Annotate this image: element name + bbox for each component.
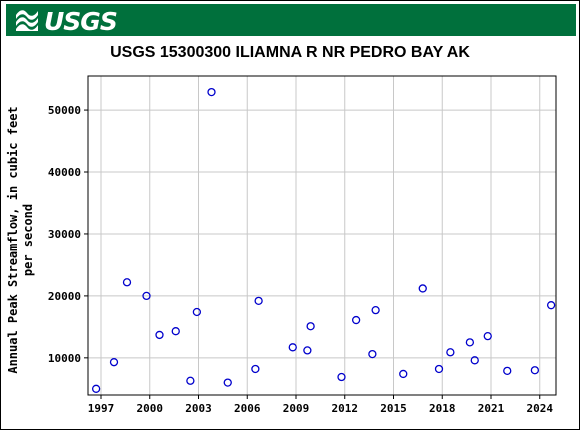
data-point	[483, 332, 492, 341]
data-point	[303, 346, 312, 355]
data-point	[91, 384, 101, 393]
x-tick-label: 2015	[380, 402, 407, 415]
y-axis-label-line1: Annual Peak Streamflow, in cubic feet	[6, 106, 20, 373]
x-tick-label: 2012	[332, 402, 359, 415]
usgs-banner: USGS	[6, 4, 576, 36]
data-point	[155, 330, 164, 340]
usgs-logo-text: USGS	[44, 6, 118, 36]
data-point	[465, 338, 475, 347]
x-tick-label: 2024	[527, 402, 554, 415]
data-point	[207, 87, 216, 97]
plot-area-border	[87, 75, 557, 396]
data-point	[351, 315, 361, 325]
x-tick-label: 2000	[137, 402, 164, 415]
data-point	[337, 372, 346, 382]
y-axis-label-line2: per second	[21, 204, 35, 276]
data-point	[254, 296, 263, 305]
data-point	[470, 356, 479, 365]
y-tick-label: 20000	[48, 290, 81, 303]
data-points	[91, 87, 556, 393]
data-point	[306, 322, 315, 331]
data-point	[371, 305, 380, 315]
data-point	[503, 366, 512, 375]
data-point	[251, 364, 260, 374]
x-tick-label: 2018	[429, 402, 456, 415]
data-point	[142, 291, 151, 301]
data-point	[223, 378, 232, 387]
y-tick-label: 10000	[48, 352, 81, 365]
chart-title: USGS 15300300 ILIAMNA R NR PEDRO BAY AK	[110, 44, 470, 61]
y-tick-label: 30000	[48, 228, 81, 241]
data-point	[530, 366, 540, 375]
x-tick-label: 2009	[283, 402, 310, 415]
data-point	[446, 348, 455, 357]
y-tick-label: 50000	[48, 104, 81, 117]
data-point	[546, 301, 556, 310]
x-tick-label: 2006	[234, 402, 261, 415]
x-tick-label: 2021	[478, 402, 505, 415]
usgs-wave-icon	[16, 10, 38, 31]
data-point	[399, 369, 408, 379]
x-tick-label: 2003	[185, 402, 212, 415]
data-point	[109, 358, 119, 367]
data-point	[186, 376, 195, 385]
x-tick-label: 1997	[88, 402, 115, 415]
y-tick-label: 40000	[48, 166, 81, 179]
data-point	[368, 349, 377, 359]
axis-ticks: 1997 2000 2003 2006 2009 2012 2015 2018 2021 2024…	[48, 104, 553, 415]
data-point	[418, 284, 427, 293]
data-point	[122, 278, 132, 287]
usgs-logo[interactable]: USGS	[14, 6, 118, 36]
data-point	[192, 307, 202, 317]
data-point	[171, 327, 180, 336]
grid	[88, 76, 556, 395]
data-point	[288, 343, 297, 352]
data-point	[434, 364, 444, 374]
